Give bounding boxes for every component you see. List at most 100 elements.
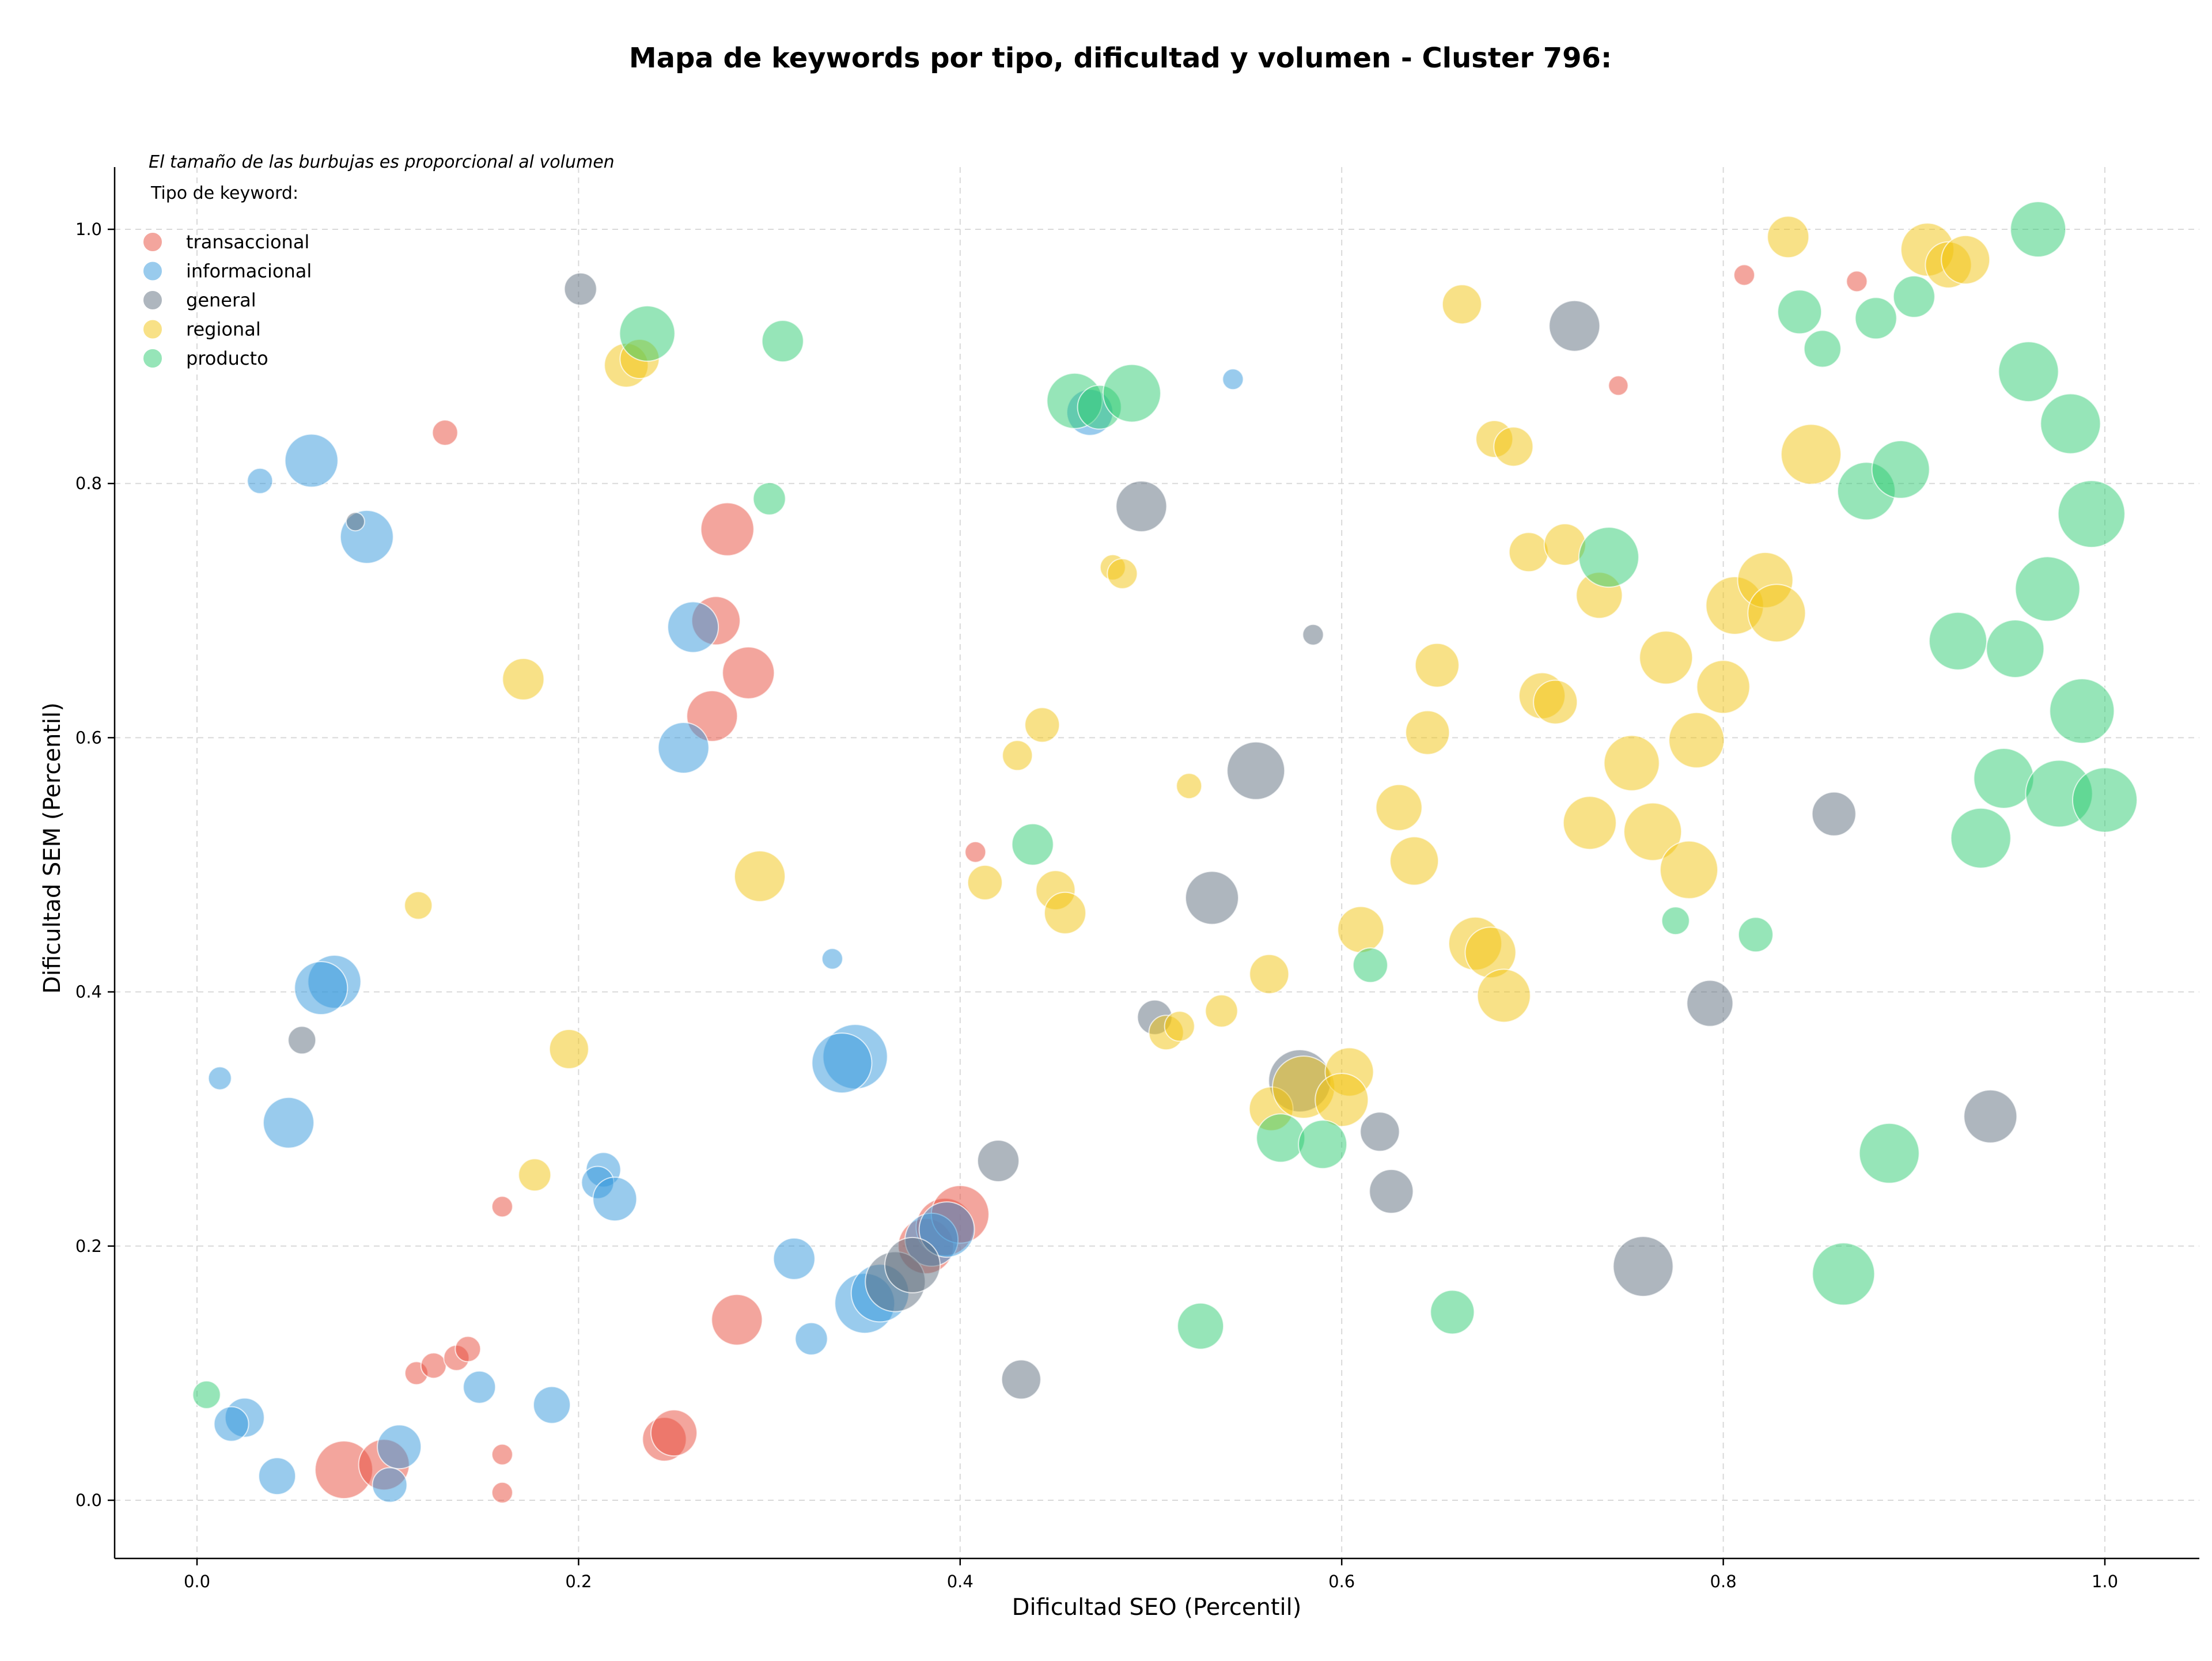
bubble-producto — [761, 320, 804, 363]
bubble-regional — [1337, 906, 1385, 954]
bubble-informacional — [377, 1424, 422, 1470]
bubble-producto — [1929, 611, 1987, 671]
bubble-transaccional — [1733, 264, 1755, 286]
bubble-producto — [1812, 1242, 1876, 1306]
bubble-informacional — [213, 1406, 249, 1442]
bubble-regional — [1441, 284, 1482, 325]
bubble-transaccional — [491, 1195, 513, 1218]
bubble-regional — [1164, 1011, 1195, 1042]
bubble-transaccional — [650, 1409, 698, 1457]
bubble-transaccional — [1608, 375, 1629, 396]
bubble-producto — [1256, 1113, 1306, 1163]
bubble-general — [1686, 979, 1734, 1027]
bubble-regional — [1747, 584, 1806, 643]
bubble-general — [1369, 1168, 1414, 1214]
bubble-producto — [1950, 807, 2012, 869]
bubble-informacional — [657, 722, 710, 774]
x-tick-label: 0.6 — [1328, 1572, 1355, 1591]
bubble-informacional — [811, 1032, 873, 1094]
y-tick-label: 0.8 — [75, 474, 102, 493]
bubble-transaccional — [964, 841, 987, 863]
bubble-transaccional — [491, 1481, 513, 1504]
series-transaccional — [315, 264, 1868, 1504]
bubble-general — [1001, 1359, 1041, 1400]
bubble-producto — [1352, 947, 1388, 983]
bubble-informacional — [533, 1386, 571, 1424]
bubble-producto — [1011, 823, 1054, 866]
bubble-producto — [2014, 556, 2081, 622]
bubble-producto — [1858, 1122, 1920, 1184]
bubble-regional — [1315, 1073, 1369, 1127]
bubble-producto — [192, 1380, 221, 1409]
bubble-producto — [1661, 906, 1690, 936]
bubble-informacional — [372, 1467, 408, 1503]
bubble-informacional — [821, 948, 843, 970]
bubble-informacional — [258, 1457, 297, 1496]
bubble-regional — [548, 1028, 589, 1069]
y-axis-label: Dificultad SEM (Percentil) — [39, 702, 66, 994]
bubbles — [192, 201, 2138, 1504]
bubble-transaccional — [722, 646, 775, 699]
bubble-producto — [1973, 748, 2035, 809]
bubble-informacional — [463, 1370, 497, 1404]
bubble-general — [1811, 791, 1857, 837]
bubble-regional — [734, 850, 786, 902]
bubble-general — [345, 512, 365, 532]
bubble-general — [1226, 741, 1286, 800]
bubble-regional — [1696, 660, 1751, 714]
bubble-general — [884, 1236, 941, 1293]
bubble-regional — [1660, 840, 1718, 899]
bubble-informacional — [247, 467, 274, 494]
series-general — [287, 272, 2018, 1400]
legend-marker-transaccional — [142, 232, 163, 252]
bubble-transaccional — [420, 1352, 447, 1379]
bubble-general — [977, 1140, 1020, 1182]
bubble-general — [1548, 300, 1601, 352]
bubble-informacional — [1222, 368, 1244, 391]
bubble-regional — [1389, 836, 1440, 886]
x-tick-label: 0.2 — [565, 1572, 592, 1591]
bubble-regional — [1562, 796, 1617, 850]
x-tick-label: 0.4 — [947, 1572, 974, 1591]
bubble-producto — [752, 482, 786, 516]
bubble-informacional — [207, 1066, 232, 1091]
bubble-general — [563, 272, 597, 306]
bubble-regional — [967, 864, 1003, 901]
bubble-regional — [1623, 802, 1683, 861]
bubble-general — [1302, 623, 1324, 646]
bubble-informacional — [667, 601, 719, 653]
bubble-regional — [1414, 642, 1460, 688]
y-tick-label: 0.6 — [75, 728, 102, 747]
bubble-regional — [1044, 891, 1086, 934]
bubble-regional — [518, 1158, 552, 1192]
bubble-producto — [619, 305, 676, 362]
bubble-producto — [1803, 330, 1842, 368]
bubble-regional — [1205, 994, 1238, 1028]
bubble-informacional — [918, 1201, 975, 1258]
bubble-regional — [1668, 712, 1725, 769]
bubble-informacional — [592, 1176, 638, 1222]
x-tick-label: 0.0 — [184, 1572, 210, 1591]
bubble-regional — [1603, 735, 1660, 792]
bubble-producto — [1854, 297, 1897, 340]
bubble-producto — [2010, 201, 2067, 258]
legend-label-informacional: informacional — [186, 260, 312, 282]
bubble-producto — [1298, 1119, 1348, 1170]
bubble-regional — [404, 891, 433, 920]
y-tick-label: 0.0 — [75, 1490, 102, 1510]
bubble-regional — [1639, 630, 1694, 685]
bubble-size-note: El tamaño de las burbujas es proporciona… — [149, 152, 615, 172]
bubble-general — [287, 1026, 317, 1055]
bubble-producto — [1986, 619, 2045, 678]
bubble-producto — [1871, 440, 1930, 499]
legend-marker-informacional — [142, 260, 163, 282]
bubble-general — [1359, 1111, 1400, 1152]
bubble-regional — [1508, 532, 1549, 573]
bubble-regional — [1941, 234, 1991, 285]
y-tick-label: 1.0 — [75, 220, 102, 239]
bubble-producto — [1102, 364, 1161, 423]
legend-label-producto: producto — [186, 347, 268, 369]
axes — [113, 167, 2199, 1560]
